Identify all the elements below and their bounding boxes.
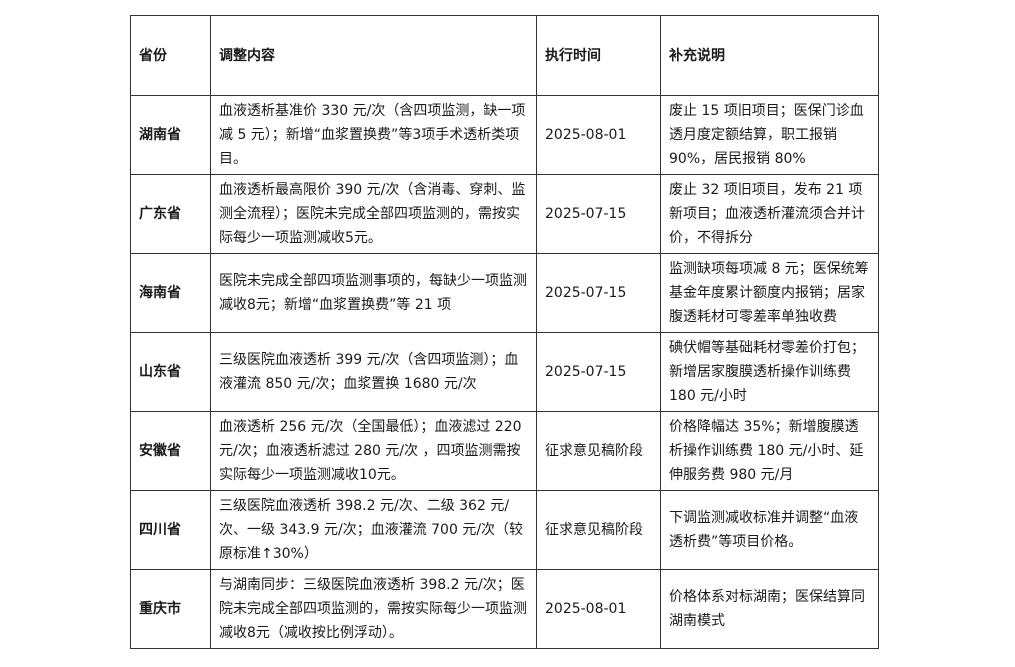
policy-table: 省份 调整内容 执行时间 补充说明 湖南省 血液透析基准价 330 元/次（含四项… bbox=[130, 15, 879, 649]
date-cell: 2025-07-15 bbox=[536, 332, 661, 412]
note-cell: 价格体系对标湖南；医保结算同湖南模式 bbox=[660, 569, 879, 649]
table-row: 湖南省 血液透析基准价 330 元/次（含四项监测，缺一项减 5 元）；新增“血浆… bbox=[130, 95, 879, 175]
header-content: 调整内容 bbox=[210, 15, 537, 96]
header-row: 省份 调整内容 执行时间 补充说明 bbox=[130, 15, 879, 96]
content-cell: 三级医院血液透析 399 元/次（含四项监测）；血液灌流 850 元/次；血浆置… bbox=[210, 332, 537, 412]
date-cell: 2025-07-15 bbox=[536, 253, 661, 333]
province-cell: 四川省 bbox=[130, 490, 211, 570]
date-cell: 2025-08-01 bbox=[536, 95, 661, 175]
table-row: 山东省 三级医院血液透析 399 元/次（含四项监测）；血液灌流 850 元/次；… bbox=[130, 332, 879, 412]
content-cell: 三级医院血液透析 398.2 元/次、二级 362 元/次、一级 343.9 元… bbox=[210, 490, 537, 570]
date-cell: 征求意见稿阶段 bbox=[536, 411, 661, 491]
province-cell: 山东省 bbox=[130, 332, 211, 412]
note-cell: 监测缺项每项减 8 元；医保统筹基金年度累计额度内报销；居家腹透耗材可零差率单独… bbox=[660, 253, 879, 333]
table-row: 安徽省 血液透析 256 元/次（全国最低）；血液滤过 220 元/次；血液透析滤… bbox=[130, 411, 879, 491]
header-date: 执行时间 bbox=[536, 15, 661, 96]
province-cell: 湖南省 bbox=[130, 95, 211, 175]
note-cell: 废止 15 项旧项目；医保门诊血透月度定额结算，职工报销 90%，居民报销 80… bbox=[660, 95, 879, 175]
note-cell: 价格降幅达 35%；新增腹膜透析操作训练费 180 元/小时、延伸服务费 980… bbox=[660, 411, 879, 491]
table-row: 四川省 三级医院血液透析 398.2 元/次、二级 362 元/次、一级 343.… bbox=[130, 490, 879, 570]
content-cell: 与湖南同步：三级医院血液透析 398.2 元/次；医院未完成全部四项监测的，需按… bbox=[210, 569, 537, 649]
province-cell: 重庆市 bbox=[130, 569, 211, 649]
table-row: 广东省 血液透析最高限价 390 元/次（含消毒、穿刺、监测全流程）；医院未完成全… bbox=[130, 174, 879, 254]
content-cell: 血液透析基准价 330 元/次（含四项监测，缺一项减 5 元）；新增“血浆置换费… bbox=[210, 95, 537, 175]
date-cell: 2025-07-15 bbox=[536, 174, 661, 254]
content-cell: 医院未完成全部四项监测事项的，每缺少一项监测减收8元；新增“血浆置换费”等 21… bbox=[210, 253, 537, 333]
note-cell: 废止 32 项旧项目，发布 21 项新项目；血液透析灌流须合并计价，不得拆分 bbox=[660, 174, 879, 254]
table-row: 重庆市 与湖南同步：三级医院血液透析 398.2 元/次；医院未完成全部四项监测的… bbox=[130, 569, 879, 649]
header-province: 省份 bbox=[130, 15, 211, 96]
date-cell: 2025-08-01 bbox=[536, 569, 661, 649]
province-cell: 海南省 bbox=[130, 253, 211, 333]
date-cell: 征求意见稿阶段 bbox=[536, 490, 661, 570]
content-cell: 血液透析最高限价 390 元/次（含消毒、穿刺、监测全流程）；医院未完成全部四项… bbox=[210, 174, 537, 254]
note-cell: 下调监测减收标准并调整“血液透析费”等项目价格。 bbox=[660, 490, 879, 570]
note-cell: 碘伏帽等基础耗材零差价打包；新增居家腹膜透析操作训练费 180 元/小时 bbox=[660, 332, 879, 412]
province-cell: 广东省 bbox=[130, 174, 211, 254]
province-cell: 安徽省 bbox=[130, 411, 211, 491]
table-row: 海南省 医院未完成全部四项监测事项的，每缺少一项监测减收8元；新增“血浆置换费”等… bbox=[130, 253, 879, 333]
content-cell: 血液透析 256 元/次（全国最低）；血液滤过 220 元/次；血液透析滤过 2… bbox=[210, 411, 537, 491]
header-note: 补充说明 bbox=[660, 15, 879, 96]
